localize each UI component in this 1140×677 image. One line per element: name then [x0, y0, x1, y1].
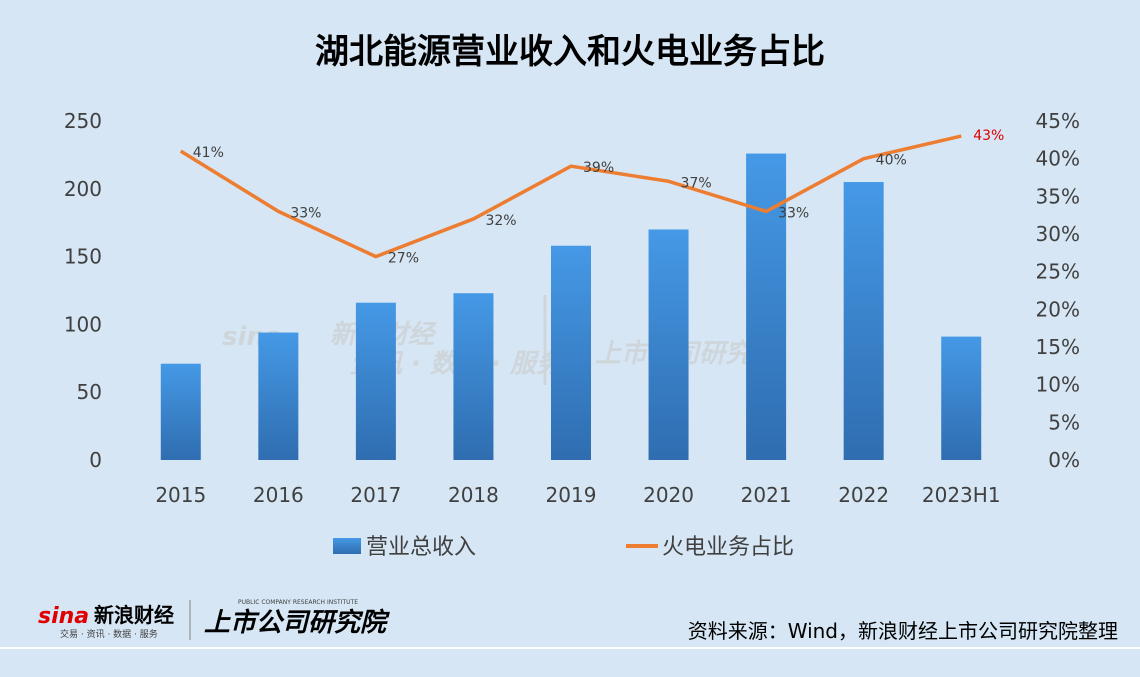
left-axis: 0 50 100 150 200 250: [64, 109, 102, 472]
chart-title: 湖北能源营业收入和火电业务占比: [315, 32, 825, 72]
right-tick-label: 35%: [1036, 184, 1080, 208]
source-note: 资料来源：Wind，新浪财经上市公司研究院整理: [688, 619, 1118, 643]
line-path: [179, 134, 962, 259]
x-tick-label: 2015: [155, 483, 206, 507]
line-data-label: 32%: [485, 213, 516, 229]
x-tick-label: 2023H1: [922, 483, 1001, 507]
right-axis: 0% 5% 10% 15% 20% 25% 30% 35% 40% 45%: [1036, 109, 1080, 472]
watermark: sina 新浪财经 资讯 · 数据 · 服务 上市公司研究院: [222, 295, 781, 385]
x-axis: 2015 2016 2017 2018 2019 2020 2021 2022 2023H1: [155, 483, 1000, 507]
bar: [843, 182, 884, 460]
line-series: 41% 33% 27% 32% 39% 37% 33% 40% 43%: [179, 128, 1004, 267]
footer-sina-name: 新浪财经: [94, 603, 174, 627]
legend-bar-swatch: [333, 538, 361, 554]
line-data-label: 33%: [778, 205, 809, 221]
line-data-label: 27%: [388, 251, 419, 267]
bar-series: [160, 153, 982, 460]
left-tick-label: 150: [64, 245, 102, 269]
legend-line-label: 火电业务占比: [662, 535, 794, 560]
x-tick-label: 2022: [838, 483, 889, 507]
bar: [746, 153, 787, 460]
footer-sina-tagline: 交易 · 资讯 · 数据 · 服务: [60, 628, 158, 640]
x-tick-label: 2016: [253, 483, 304, 507]
right-tick-label: 10%: [1036, 373, 1080, 397]
right-tick-label: 15%: [1036, 335, 1080, 359]
footer-sina-logo: sina: [38, 604, 89, 629]
left-tick-label: 100: [64, 312, 102, 336]
right-tick-label: 20%: [1036, 297, 1080, 321]
right-tick-label: 30%: [1036, 222, 1080, 246]
legend: 营业总收入 火电业务占比: [333, 535, 794, 560]
left-tick-label: 200: [64, 177, 102, 201]
x-tick-label: 2019: [546, 483, 597, 507]
left-tick-label: 250: [64, 109, 102, 133]
legend-bar-label: 营业总收入: [366, 535, 476, 560]
bar: [551, 245, 591, 460]
line-data-label: 39%: [583, 160, 614, 176]
right-tick-label: 40%: [1036, 147, 1080, 171]
right-tick-label: 45%: [1036, 109, 1080, 133]
left-tick-label: 50: [77, 380, 102, 404]
right-tick-label: 5%: [1048, 410, 1080, 434]
footer-institute: 上市公司研究院: [204, 608, 390, 638]
x-tick-label: 2018: [448, 483, 499, 507]
line-data-label: 37%: [681, 175, 712, 191]
x-tick-label: 2020: [643, 483, 694, 507]
left-tick-label: 0: [89, 448, 102, 472]
line-data-label: 43%: [973, 128, 1004, 144]
line-data-label: 41%: [193, 145, 224, 161]
bar: [453, 293, 494, 460]
bar: [355, 302, 396, 460]
x-tick-label: 2021: [741, 483, 792, 507]
line-data-label: 40%: [876, 153, 907, 169]
bar: [160, 363, 201, 460]
line-data-label: 33%: [290, 205, 321, 221]
right-tick-label: 0%: [1048, 448, 1080, 472]
footer-institute-en: PUBLIC COMPANY RESEARCH INSTITUTE: [238, 599, 358, 606]
bar: [648, 229, 689, 460]
footer-brand: sina 新浪财经 交易 · 资讯 · 数据 · 服务 PUBLIC COMPA…: [38, 599, 390, 640]
right-tick-label: 25%: [1036, 260, 1080, 284]
x-tick-label: 2017: [350, 483, 401, 507]
bar: [941, 336, 982, 460]
bar: [258, 332, 299, 460]
